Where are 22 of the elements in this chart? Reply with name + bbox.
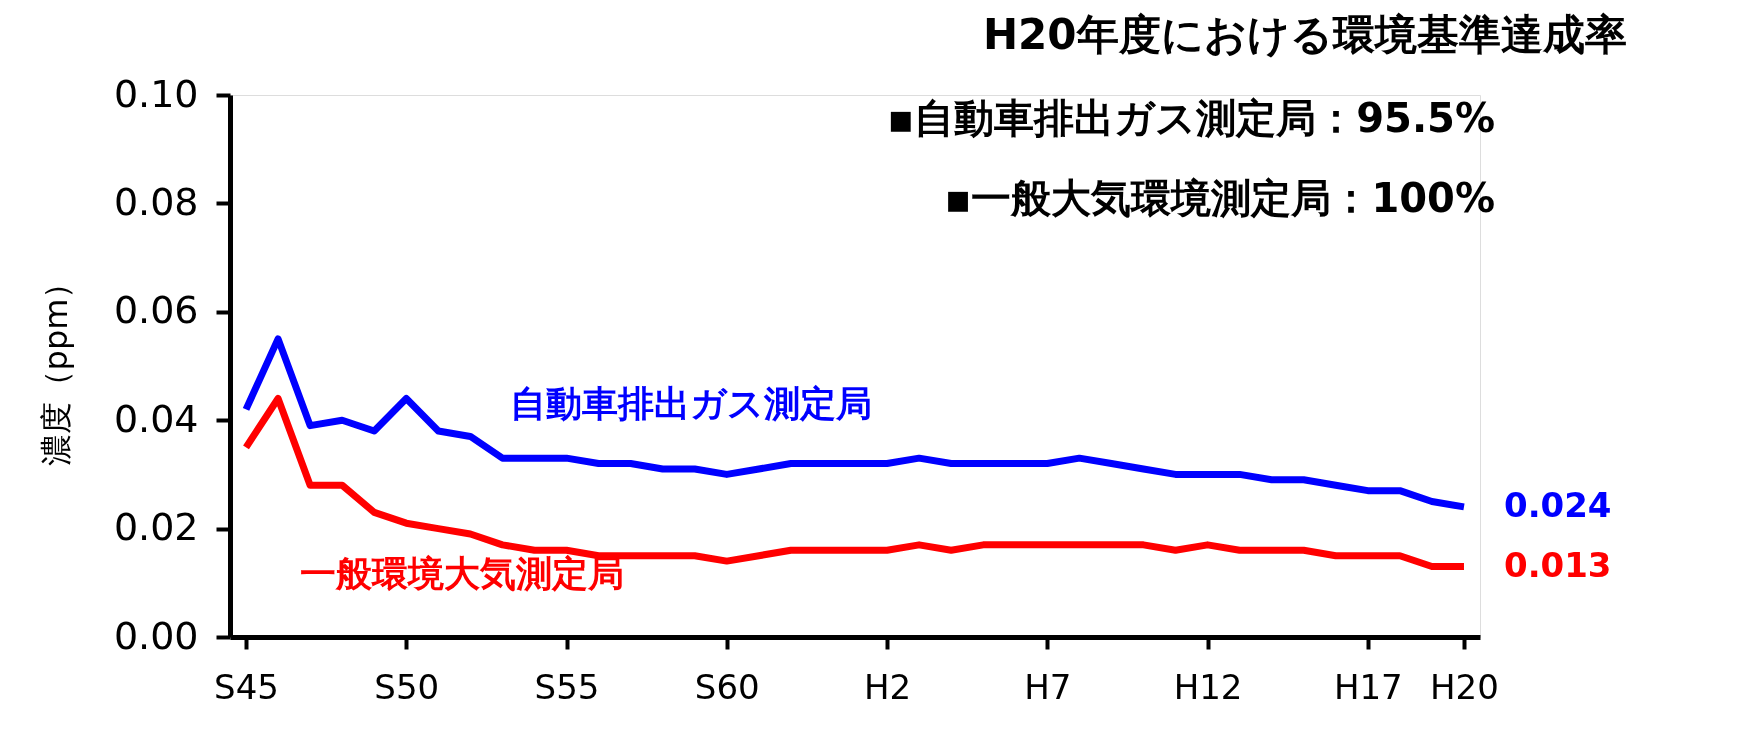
- x-tick-label: S50: [374, 666, 440, 707]
- x-tick-label: H7: [1024, 666, 1072, 707]
- series-label: 自動車排出ガス測定局: [510, 383, 872, 424]
- data-label: 0.024: [1503, 484, 1612, 525]
- x-tick-label: S55: [534, 666, 600, 707]
- y-tick-label: 0.02: [113, 505, 199, 550]
- x-tick-label: H2: [863, 666, 912, 707]
- x-tick-label: S45: [214, 666, 279, 707]
- y-axis-title: 濃度（ppm）: [36, 266, 75, 467]
- chart-title: H20年度における環境基準達成率: [982, 10, 1627, 59]
- data-label: 0.013: [1503, 544, 1612, 585]
- y-tick-label: 0.08: [113, 179, 199, 224]
- y-tick-label: 0.06: [113, 288, 199, 333]
- y-tick-label: 0.10: [113, 71, 199, 116]
- x-tick-label: S60: [694, 666, 760, 707]
- annotation: ▪自動車排出ガス測定局：95.5%: [887, 95, 1495, 141]
- y-tick-label: 0.00: [113, 613, 199, 658]
- x-tick-label: H12: [1173, 666, 1243, 707]
- y-tick-label: 0.04: [113, 396, 199, 441]
- x-tick-label: H17: [1333, 666, 1403, 707]
- x-tick-label: H20: [1430, 666, 1499, 707]
- annotation: ▪一般大気環境測定局：100%: [944, 175, 1495, 221]
